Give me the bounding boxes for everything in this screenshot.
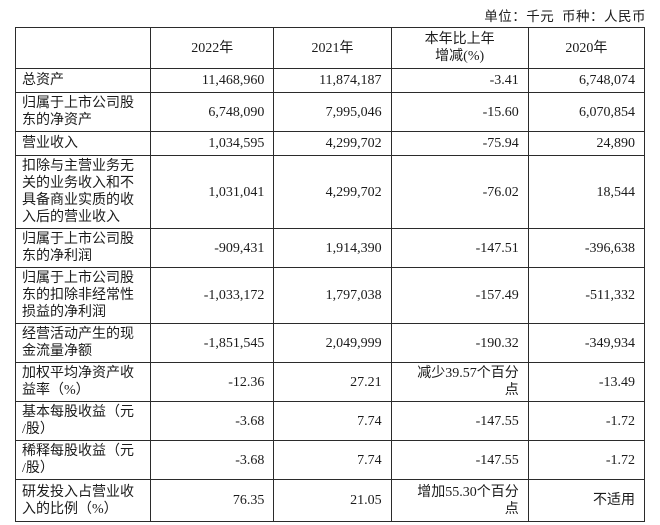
- table-row: 扣除与主营业务无 关的业务收入和不 具备商业实质的收 入后的营业收入 1,031…: [14, 155, 646, 229]
- cell-value: -3.68: [150, 401, 275, 441]
- cell-value: 6,070,854: [527, 92, 646, 132]
- table-row: 经营活动产生的现 金流量净额 -1,851,545 2,049,999 -190…: [14, 323, 646, 363]
- cell-value: -75.94: [390, 131, 529, 156]
- table-row: 基本每股收益（元 /股） -3.68 7.74 -147.55 -1.72: [14, 401, 646, 441]
- cell-value: -511,332: [527, 267, 646, 324]
- table-row: 加权平均净资产收 益率（%） -12.36 27.21 减少39.57个百分 点…: [14, 362, 646, 402]
- cell-value: -147.55: [390, 440, 529, 480]
- cell-value: -1,033,172: [150, 267, 275, 324]
- cell-value: 1,034,595: [150, 131, 275, 156]
- cell-value: -3.68: [150, 440, 275, 480]
- cell-value: -12.36: [150, 362, 275, 402]
- cell-value: 不适用: [527, 479, 646, 522]
- cell-value: 1,914,390: [273, 228, 392, 268]
- row-label: 营业收入: [14, 131, 152, 156]
- table-row: 营业收入 1,034,595 4,299,702 -75.94 24,890: [14, 131, 646, 156]
- cell-value: 76.35: [150, 479, 275, 522]
- unit-currency-note: 单位：千元 币种：人民币: [484, 9, 646, 24]
- cell-value: -349,934: [527, 323, 646, 363]
- cell-value: -147.51: [390, 228, 529, 268]
- cell-value: 4,299,702: [273, 155, 392, 229]
- cell-value: -15.60: [390, 92, 529, 132]
- header-cell-2020: 2020年: [527, 27, 646, 69]
- row-label: 扣除与主营业务无 关的业务收入和不 具备商业实质的收 入后的营业收入: [14, 155, 152, 229]
- row-label: 归属于上市公司股 东的净资产: [14, 92, 152, 132]
- cell-value: -1.72: [527, 401, 646, 441]
- cell-value: -909,431: [150, 228, 275, 268]
- cell-value: -76.02: [390, 155, 529, 229]
- cell-value: -3.41: [390, 68, 529, 93]
- row-label: 总资产: [14, 68, 152, 93]
- cell-value: 18,544: [527, 155, 646, 229]
- cell-value: 24,890: [527, 131, 646, 156]
- cell-value: -190.32: [390, 323, 529, 363]
- cell-value: 6,748,074: [527, 68, 646, 93]
- cell-value: 1,797,038: [273, 267, 392, 324]
- row-label: 研发投入占营业收 入的比例（%）: [14, 479, 152, 522]
- cell-value: 4,299,702: [273, 131, 392, 156]
- cell-value: -1.72: [527, 440, 646, 480]
- cell-value: 6,748,090: [150, 92, 275, 132]
- cell-value: 1,031,041: [150, 155, 275, 229]
- cell-value: 7,995,046: [273, 92, 392, 132]
- header-cell-2021: 2021年: [273, 27, 392, 69]
- row-label: 基本每股收益（元 /股）: [14, 401, 152, 441]
- header-cell-blank: [14, 27, 152, 69]
- cell-value: 11,874,187: [273, 68, 392, 93]
- header-cell-yoy-change: 本年比上年 增减(%): [390, 27, 529, 69]
- row-label: 归属于上市公司股 东的净利润: [14, 228, 152, 268]
- table-row: 总资产 11,468,960 11,874,187 -3.41 6,748,07…: [14, 68, 646, 93]
- row-label: 稀释每股收益（元 /股）: [14, 440, 152, 480]
- table-row: 研发投入占营业收 入的比例（%） 76.35 21.05 增加55.30个百分 …: [14, 479, 646, 522]
- cell-value: -13.49: [527, 362, 646, 402]
- table-row: 归属于上市公司股 东的扣除非经常性 损益的净利润 -1,033,172 1,79…: [14, 267, 646, 324]
- financial-summary-table: 2022年 2021年 本年比上年 增减(%) 2020年 总资产 11,468…: [14, 27, 646, 522]
- cell-value: 27.21: [273, 362, 392, 402]
- row-label: 归属于上市公司股 东的扣除非经常性 损益的净利润: [14, 267, 152, 324]
- cell-value: 减少39.57个百分 点: [390, 362, 529, 402]
- table-row: 归属于上市公司股 东的净利润 -909,431 1,914,390 -147.5…: [14, 228, 646, 268]
- cell-value: -157.49: [390, 267, 529, 324]
- table-row: 稀释每股收益（元 /股） -3.68 7.74 -147.55 -1.72: [14, 440, 646, 480]
- cell-value: 2,049,999: [273, 323, 392, 363]
- cell-value: -147.55: [390, 401, 529, 441]
- cell-value: -396,638: [527, 228, 646, 268]
- cell-value: 增加55.30个百分 点: [390, 479, 529, 522]
- table-row: 归属于上市公司股 东的净资产 6,748,090 7,995,046 -15.6…: [14, 92, 646, 132]
- cell-value: 11,468,960: [150, 68, 275, 93]
- header-row: 2022年 2021年 本年比上年 增减(%) 2020年: [14, 27, 646, 69]
- row-label: 经营活动产生的现 金流量净额: [14, 323, 152, 363]
- cell-value: -1,851,545: [150, 323, 275, 363]
- header-cell-2022: 2022年: [150, 27, 275, 69]
- cell-value: 7.74: [273, 401, 392, 441]
- row-label: 加权平均净资产收 益率（%）: [14, 362, 152, 402]
- cell-value: 7.74: [273, 440, 392, 480]
- cell-value: 21.05: [273, 479, 392, 522]
